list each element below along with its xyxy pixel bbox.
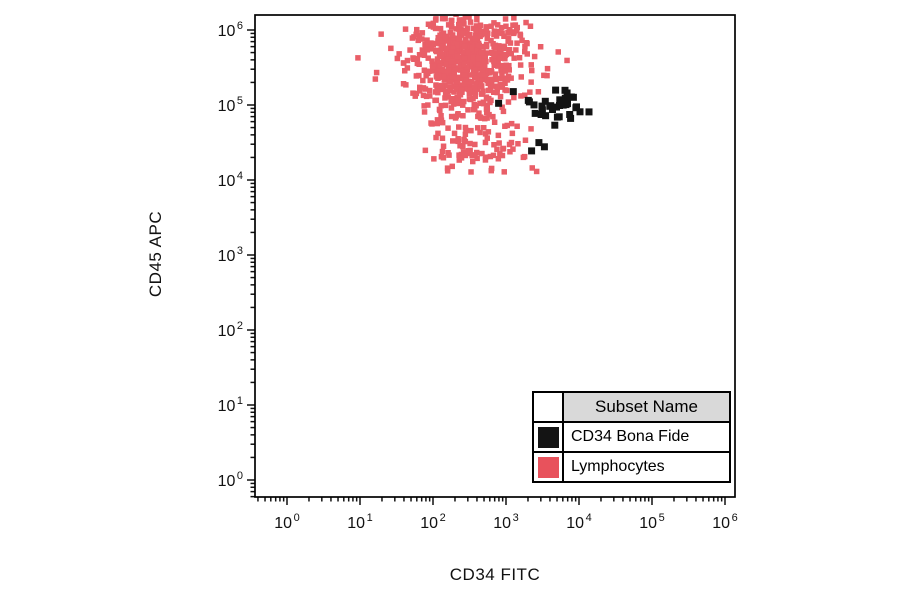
legend: Subset Name CD34 Bona Fide Lymphocytes: [532, 391, 731, 483]
x-axis-label: CD34 FITC: [449, 565, 541, 584]
svg-text:105: 10 5: [218, 95, 243, 115]
svg-text:106: 10 6: [218, 20, 243, 40]
legend-label-cd34-bona-fide: CD34 Bona Fide: [564, 423, 729, 451]
series-cd34-bona-fide: [495, 86, 593, 155]
legend-row-lymphocytes: Lymphocytes: [534, 451, 729, 481]
legend-swatch-cell: [534, 453, 564, 481]
svg-text:101: 10 1: [218, 395, 243, 415]
plot-border: [254, 14, 736, 498]
svg-text:104: 10 4: [218, 170, 243, 190]
svg-text:104: 10 4: [566, 512, 591, 532]
lymphocytes-swatch-icon: [537, 456, 559, 478]
svg-text:103: 10 3: [493, 512, 518, 532]
svg-text:103: 10 3: [218, 245, 243, 265]
svg-text:106: 10 6: [712, 512, 737, 532]
svg-text:101: 10 1: [347, 512, 372, 532]
legend-title: Subset Name: [564, 393, 729, 421]
series-lymphocytes: [355, 15, 570, 175]
legend-label-lymphocytes: Lymphocytes: [564, 453, 729, 481]
legend-header-row: Subset Name: [534, 393, 729, 421]
svg-text:102: 10 2: [420, 512, 445, 532]
svg-text:102: 10 2: [218, 320, 243, 340]
y-axis-label: CD45 APC: [146, 210, 165, 298]
cd34-bona-fide-swatch-icon: [537, 426, 559, 448]
legend-header-swatch-cell: [534, 393, 564, 421]
svg-text:105: 10 5: [639, 512, 664, 532]
legend-swatch-cell: [534, 423, 564, 451]
svg-text:100: 10 0: [218, 470, 243, 490]
svg-text:100: 10 0: [274, 512, 299, 532]
legend-row-cd34-bona-fide: CD34 Bona Fide: [534, 421, 729, 451]
scatter-points: [355, 15, 593, 175]
